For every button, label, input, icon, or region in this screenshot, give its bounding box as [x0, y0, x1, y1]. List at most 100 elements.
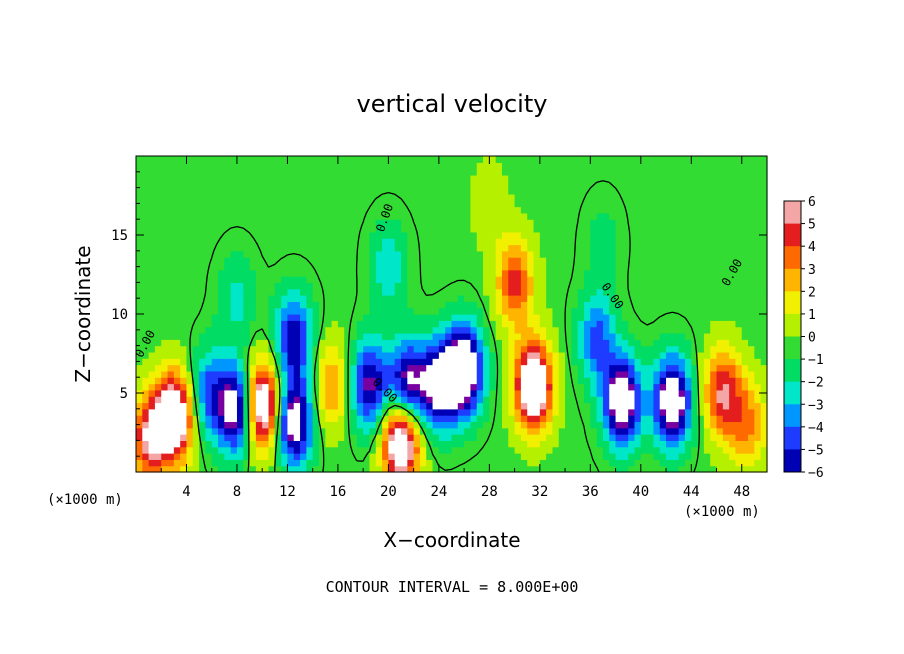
heat-cell [748, 396, 755, 404]
heat-cell [287, 276, 295, 283]
heat-cell [268, 276, 276, 283]
heat-cell [634, 187, 642, 195]
heat-cell [596, 320, 604, 328]
heat-cell [199, 307, 207, 315]
heat-cell [476, 200, 484, 208]
heat-cell [514, 206, 522, 214]
heat-cell [413, 326, 421, 334]
heat-cell [659, 351, 667, 359]
heat-cell [331, 421, 339, 429]
heat-cell [451, 238, 459, 246]
heat-cell [697, 377, 705, 385]
heat-cell [602, 282, 610, 290]
heat-cell [703, 162, 711, 170]
heat-cell [602, 326, 610, 334]
heat-cell [306, 276, 314, 283]
heat-cell [451, 288, 459, 296]
heat-cell [199, 459, 207, 467]
heat-cell [628, 250, 636, 258]
heat-cell [710, 370, 718, 378]
heat-cell [186, 244, 194, 252]
heat-cell [211, 187, 219, 195]
heat-cell [161, 212, 169, 220]
heat-cell [438, 288, 446, 296]
heat-cell [470, 415, 478, 423]
heat-cell [647, 263, 655, 271]
heat-cell [476, 181, 484, 189]
heat-cell [312, 320, 320, 328]
heat-cell [508, 440, 516, 448]
heat-cell [375, 408, 383, 416]
heat-cell [697, 225, 705, 233]
heat-cell [268, 238, 276, 246]
heat-cell [539, 219, 547, 227]
heat-cell [173, 332, 181, 340]
heat-cell [426, 358, 434, 366]
heat-cell [432, 181, 440, 189]
heat-cell [703, 282, 711, 290]
heat-cell [363, 174, 371, 182]
heat-cell [653, 206, 661, 214]
heat-cell [514, 377, 522, 385]
heat-cell [236, 212, 244, 220]
heat-cell [199, 370, 207, 378]
heat-cell [609, 269, 617, 277]
heat-cell [293, 244, 301, 252]
heat-cell [293, 389, 301, 397]
heat-cell [318, 351, 326, 359]
heat-cell [394, 206, 402, 214]
heat-cell [653, 257, 661, 265]
heat-cell [274, 383, 282, 391]
heat-cell [527, 446, 535, 454]
heat-cell [678, 320, 686, 328]
heat-cell [205, 257, 213, 265]
heat-cell [318, 326, 326, 334]
heat-cell [754, 465, 762, 473]
heat-cell [691, 276, 699, 283]
heat-cell [255, 250, 263, 258]
heat-cell [356, 408, 364, 416]
heat-cell [148, 282, 156, 290]
heat-cell [501, 351, 509, 359]
heat-cell [312, 453, 320, 460]
heat-cell [136, 212, 143, 220]
heat-cell [293, 193, 301, 201]
heat-cell [407, 396, 415, 404]
heat-cell [590, 351, 598, 359]
heat-cell [224, 238, 232, 246]
heat-cell [337, 465, 345, 473]
heat-cell [748, 415, 755, 423]
heat-cell [520, 358, 528, 366]
heat-cell [230, 250, 238, 258]
heat-cell [243, 225, 251, 233]
heat-cell [154, 156, 162, 163]
heat-cell [520, 269, 528, 277]
heat-cell [186, 453, 194, 460]
heat-cell [464, 219, 472, 227]
heat-cell [584, 339, 591, 347]
heat-cell [331, 257, 339, 265]
heat-cell [735, 358, 743, 366]
heat-cell [325, 257, 333, 265]
heat-cell [508, 244, 516, 252]
heat-cell [363, 282, 371, 290]
heat-cell [558, 314, 566, 321]
heat-cell [274, 427, 282, 435]
heat-cell [609, 156, 617, 163]
heat-cell [451, 200, 459, 208]
heat-cell [584, 421, 591, 429]
heat-cell [520, 250, 528, 258]
heat-cell [432, 402, 440, 410]
heat-cell [508, 219, 516, 227]
heat-cell [236, 314, 244, 321]
heat-cell [476, 168, 484, 176]
heat-cell [697, 282, 705, 290]
heat-cell [287, 396, 295, 404]
heat-cell [722, 453, 730, 460]
heat-cell [356, 269, 364, 277]
heat-cell [653, 396, 661, 404]
heat-cell [621, 276, 629, 283]
heat-cell [407, 453, 415, 460]
heat-cell [539, 383, 547, 391]
heat-cell [596, 377, 604, 385]
